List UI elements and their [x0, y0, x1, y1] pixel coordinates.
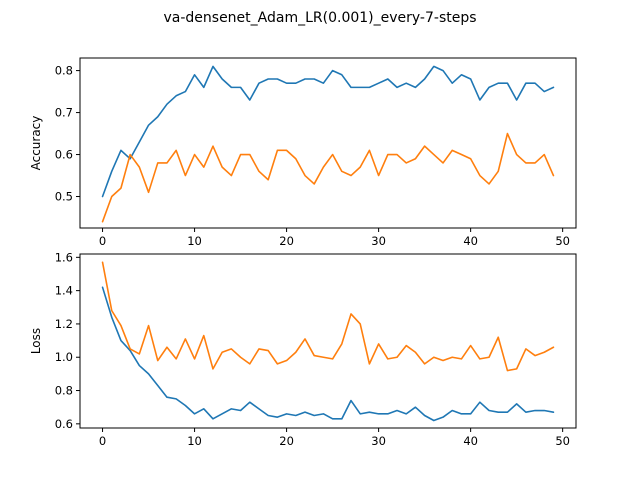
accuracy-y-tick-label: 0.8 — [55, 64, 73, 78]
accuracy-y-tick-label: 0.6 — [55, 148, 73, 162]
loss-y-tick-label: 0.6 — [55, 417, 73, 431]
accuracy-y-tick-label: 0.7 — [55, 106, 73, 120]
loss-y-tick-label: 1.0 — [55, 350, 73, 364]
accuracy-x-tick-label: 50 — [555, 234, 570, 248]
accuracy-x-tick-label: 40 — [463, 234, 478, 248]
loss-x-tick-label: 40 — [463, 434, 478, 448]
loss-y-tick-label: 1.2 — [55, 317, 73, 331]
accuracy-x-tick-label: 20 — [279, 234, 294, 248]
loss-plot: 0 10 20 30 40 50 0.6 0.8 1.0 1.2 1.4 1.6 Loss — [29, 250, 577, 448]
loss-x-tick-label: 30 — [371, 434, 386, 448]
loss-y-tick-label: 1.6 — [55, 250, 73, 264]
accuracy-x-tick-label: 0 — [99, 234, 106, 248]
loss-series-0-line — [101, 286, 555, 422]
accuracy-axes-frame — [79, 57, 577, 229]
loss-x-tick-label: 10 — [187, 434, 202, 448]
accuracy-y-axis-label: Accuracy — [29, 116, 43, 171]
loss-series-1-line — [101, 261, 555, 372]
loss-axes-frame — [79, 253, 577, 429]
loss-y-tick-label: 0.8 — [55, 384, 73, 398]
loss-x-tick-label: 50 — [555, 434, 570, 448]
accuracy-plot: 0 10 20 30 40 50 0.5 0.6 0.7 0.8 Accuracy — [29, 57, 577, 248]
accuracy-y-tick-label: 0.5 — [55, 190, 73, 204]
plots: 0 10 20 30 40 50 0.5 0.6 0.7 0.8 Accuracy 0 10 20 30 40… — [29, 57, 577, 448]
accuracy-series-0-line — [101, 65, 555, 198]
loss-x-tick-label: 0 — [99, 434, 106, 448]
accuracy-x-tick-label: 30 — [371, 234, 386, 248]
figure-title: va-densenet_Adam_LR(0.001)_every-7-steps — [163, 10, 476, 26]
loss-y-axis-label: Loss — [29, 328, 43, 354]
accuracy-x-tick-label: 10 — [187, 234, 202, 248]
loss-x-tick-label: 20 — [279, 434, 294, 448]
loss-y-tick-label: 1.4 — [55, 284, 73, 298]
accuracy-series-1-line — [101, 132, 555, 223]
